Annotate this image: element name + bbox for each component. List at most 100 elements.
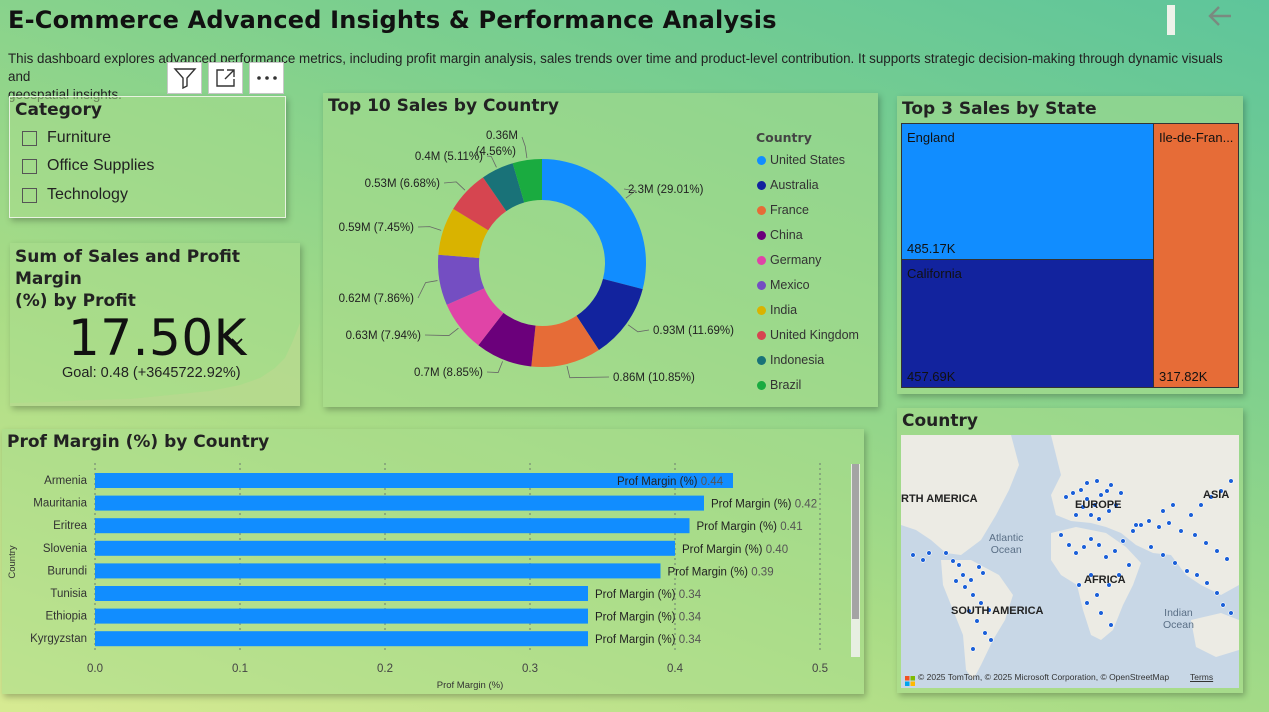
map-point[interactable] [1106,582,1112,588]
donut-slice[interactable] [483,163,525,212]
map-point[interactable] [962,584,968,590]
map-point[interactable] [1088,572,1094,578]
map-point[interactable] [956,562,962,568]
map-point[interactable] [970,646,976,652]
map-point[interactable] [953,578,959,584]
bar[interactable] [95,608,588,624]
donut-card[interactable]: Top 10 Sales by Country [323,93,878,407]
map-point[interactable] [1224,556,1230,562]
legend-item[interactable]: United States [757,153,845,167]
map-point[interactable] [1166,520,1172,526]
map-point[interactable] [1184,568,1190,574]
map-point[interactable] [1208,494,1214,500]
bar-scrollbar-thumb[interactable] [852,464,859,619]
map-point[interactable] [1116,572,1122,578]
map-point[interactable] [1113,502,1119,508]
map-point[interactable] [1126,562,1132,568]
bar[interactable] [95,631,588,647]
map-point[interactable] [1214,548,1220,554]
donut-slice[interactable] [453,177,507,231]
bar[interactable] [95,586,588,601]
bar[interactable] [95,473,733,488]
map-point[interactable] [1133,522,1139,528]
map-point[interactable] [1220,602,1226,608]
focus-mode-button[interactable] [208,62,243,94]
treemap-cell-california[interactable]: California 457.69K [901,259,1154,388]
map-point[interactable] [1070,490,1076,496]
donut-slice[interactable] [576,278,643,351]
map-point[interactable] [1078,487,1084,493]
slicer-item-office-supplies[interactable]: Office Supplies [22,157,154,175]
map-point[interactable] [1073,512,1079,518]
checkbox-icon[interactable] [22,130,37,146]
map-point[interactable] [988,637,994,643]
map-point[interactable] [1094,478,1100,484]
donut-slice[interactable] [478,312,536,367]
legend-item[interactable]: Indonesia [757,353,824,367]
donut-slice[interactable] [512,159,542,203]
map-point[interactable] [1204,580,1210,586]
back-arrow-icon[interactable] [1205,2,1235,34]
map-point[interactable] [1188,512,1194,518]
bar[interactable] [95,563,661,579]
kpi-card[interactable]: Sum of Sales and Profit Margin (%) by Pr… [10,243,300,406]
donut-slice[interactable] [542,159,646,290]
map-point[interactable] [1148,544,1154,550]
map-point[interactable] [1198,502,1204,508]
filter-button[interactable] [167,62,202,94]
map-point[interactable] [1063,494,1069,500]
map-point[interactable] [1172,560,1178,566]
map-point[interactable] [1118,490,1124,496]
map-point[interactable] [1098,610,1104,616]
map-point[interactable] [1066,542,1072,548]
map-point[interactable] [1092,502,1098,508]
checkbox-icon[interactable] [22,187,37,203]
map-point[interactable] [950,558,956,564]
legend-item[interactable]: China [757,228,803,242]
map-point[interactable] [1103,554,1109,560]
map-point[interactable] [978,600,984,606]
legend-item[interactable]: France [757,203,809,217]
map-point[interactable] [1081,544,1087,550]
map-point[interactable] [1106,508,1112,514]
map-point[interactable] [1112,548,1118,554]
map-point[interactable] [976,564,982,570]
map-point[interactable] [1058,532,1064,538]
map-point[interactable] [926,550,932,556]
map-point[interactable] [1084,480,1090,486]
map-point[interactable] [1080,504,1086,510]
map-point[interactable] [986,607,992,613]
map-point[interactable] [1108,622,1114,628]
map-point[interactable] [1088,512,1094,518]
map-point[interactable] [982,630,988,636]
map-point[interactable] [974,618,980,624]
map-point[interactable] [1084,600,1090,606]
slicer-item-technology[interactable]: Technology [22,186,128,204]
map-point[interactable] [920,557,926,563]
donut-slice[interactable] [531,315,599,367]
map-point[interactable] [1084,496,1090,502]
map-point[interactable] [970,592,976,598]
more-options-button[interactable] [249,62,284,94]
map-point[interactable] [1194,572,1200,578]
map-point[interactable] [1120,538,1126,544]
legend-item[interactable]: Brazil [757,378,801,392]
bar[interactable] [95,540,675,556]
map-point[interactable] [1108,482,1114,488]
map-point[interactable] [1076,582,1082,588]
world-map[interactable]: RTH AMERICA EUROPE ASIA AFRICA SOUTH AME… [901,435,1239,688]
map-point[interactable] [1160,552,1166,558]
map-point[interactable] [943,550,949,556]
map-point[interactable] [1203,540,1209,546]
map-point[interactable] [1214,590,1220,596]
map-point[interactable] [1104,488,1110,494]
map-point[interactable] [1096,516,1102,522]
bar-scrollbar[interactable] [851,464,860,657]
map-point[interactable] [1094,592,1100,598]
map-point[interactable] [1170,502,1176,508]
map-point[interactable] [1218,488,1224,494]
donut-slice[interactable] [438,208,489,259]
map-point[interactable] [1156,524,1162,530]
map-point[interactable] [968,577,974,583]
map-point[interactable] [1138,522,1144,528]
